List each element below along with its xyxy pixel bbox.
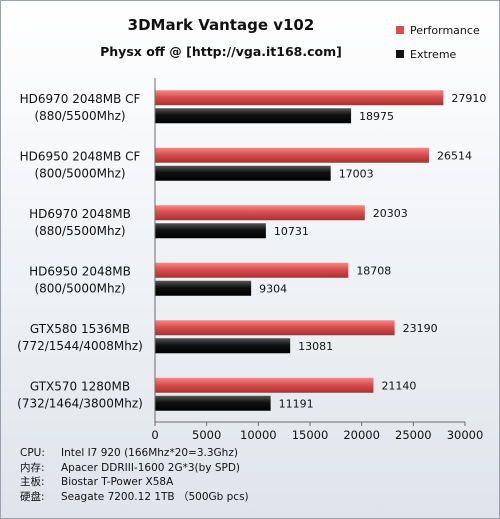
- legend-swatch-extreme: [396, 50, 404, 58]
- data-label: 18975: [359, 110, 394, 123]
- spec-row: 硬盘: Seagate 7200.12 1TB （500Gb pcs): [20, 490, 480, 505]
- spec-row: 内存: Apacer DDRIII-1600 2G*3(by SPD): [20, 461, 480, 476]
- data-label: 23190: [403, 322, 438, 335]
- x-tick-label: 20000: [343, 428, 380, 442]
- bar-extreme: [155, 395, 271, 411]
- x-tick-label: 30000: [447, 428, 484, 442]
- spec-key: 主板:: [20, 476, 45, 488]
- spec-row: 主板: Biostar T-Power X58A: [20, 475, 480, 490]
- data-label: 13081: [298, 340, 333, 353]
- spec-row: CPU: Intel I7 920 (166Mhz*20=3.3Ghz): [20, 446, 480, 461]
- bar-performance: [155, 262, 349, 278]
- bar-performance: [155, 90, 444, 106]
- x-tick-label: 0: [151, 428, 158, 442]
- x-tick-label: 15000: [292, 428, 329, 442]
- spec-key: 内存:: [20, 461, 45, 474]
- category-label: GTX570 1280MB (732/1464/3800Mhz): [17, 379, 143, 410]
- chart-title: 3DMark Vantage v102: [128, 16, 315, 34]
- data-label: 27910: [451, 92, 486, 105]
- spec-value: Intel I7 920 (166Mhz*20=3.3Ghz): [61, 447, 238, 459]
- legend: Performance Extreme: [396, 24, 480, 61]
- bar-performance: [155, 377, 374, 393]
- data-label: 11191: [279, 397, 314, 410]
- x-tick-label: 25000: [395, 428, 432, 442]
- spec-value: Biostar T-Power X58A: [61, 476, 174, 488]
- bar-extreme: [155, 165, 331, 181]
- chart-subtitle: Physx off @ [http://vga.it168.com]: [100, 44, 342, 59]
- bar-performance: [155, 320, 395, 336]
- bar-extreme: [155, 280, 252, 296]
- x-tick-label: 10000: [240, 428, 277, 442]
- category-label: HD6970 2048MB (880/5500Mhz): [29, 207, 131, 238]
- spec-value: Seagate 7200.12 1TB （500Gb pcs): [61, 490, 249, 503]
- legend-label-extreme: Extreme: [410, 48, 457, 61]
- bar-extreme: [155, 108, 352, 124]
- category-label: HD6970 2048MB CF (880/5500Mhz): [20, 92, 141, 123]
- x-tick-label: 5000: [192, 428, 221, 442]
- data-label: 17003: [339, 167, 374, 180]
- bar-performance: [155, 147, 429, 163]
- spec-key: 硬盘:: [20, 490, 45, 503]
- data-label: 18708: [356, 264, 391, 277]
- data-label: 9304: [259, 282, 287, 295]
- bar-performance: [155, 205, 365, 221]
- bar-extreme: [155, 338, 291, 354]
- legend-label-performance: Performance: [410, 24, 480, 37]
- legend-swatch-performance: [396, 26, 404, 34]
- plot-area: HD6970 2048MB CF (880/5500Mhz) 27910 18975 H…: [17, 78, 486, 442]
- spec-key: CPU:: [20, 447, 45, 459]
- category-label: HD6950 2048MB (800/5000Mhz): [29, 264, 131, 295]
- test-system-specs: CPU: Intel I7 920 (166Mhz*20=3.3Ghz) 内存: Ap…: [20, 446, 480, 504]
- category-label: GTX580 1536MB (772/1544/4008Mhz): [17, 322, 143, 353]
- spec-value: Apacer DDRIII-1600 2G*3(by SPD): [61, 461, 241, 474]
- bar-extreme: [155, 223, 266, 239]
- category-label: HD6950 2048MB CF (800/5000Mhz): [20, 149, 141, 180]
- data-label: 10731: [274, 225, 309, 238]
- data-label: 26514: [437, 149, 472, 162]
- data-label: 20303: [373, 207, 408, 220]
- data-label: 21140: [381, 379, 416, 392]
